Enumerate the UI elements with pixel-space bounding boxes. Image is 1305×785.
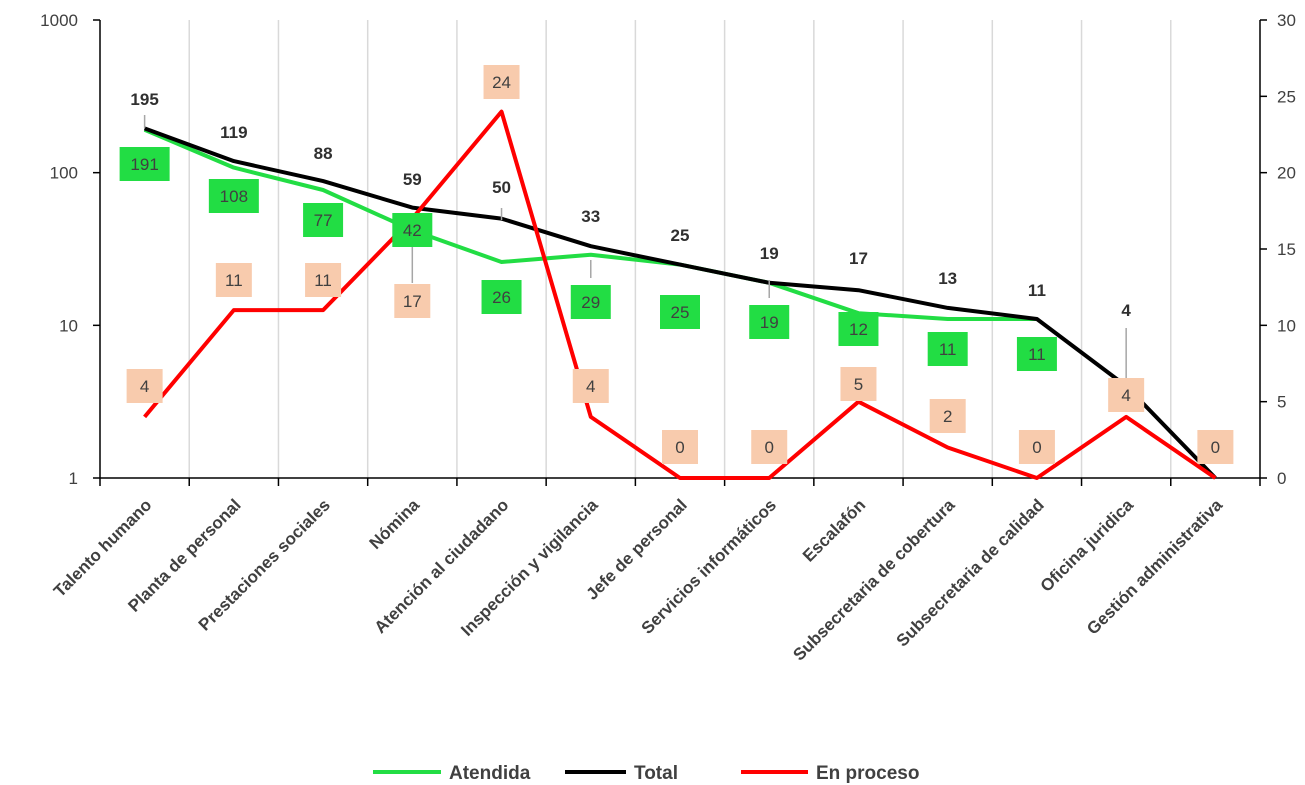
en-proceso-label: 4 (1121, 386, 1130, 405)
series-line-atendida (143, 127, 1037, 321)
en-proceso-label: 0 (1032, 438, 1041, 457)
en-proceso-label: 5 (854, 375, 863, 394)
y-right-tick-label: 5 (1277, 393, 1286, 412)
total-label: 59 (403, 170, 422, 189)
en-proceso-label-box (394, 284, 431, 318)
atendida-label-box (481, 280, 522, 314)
en-proceso-label: 0 (1211, 438, 1220, 457)
en-proceso-label-box (751, 430, 788, 464)
series-line-en-proceso (143, 109, 1217, 480)
atendida-label-box (392, 213, 433, 247)
atendida-label: 26 (492, 288, 511, 307)
atendida-label: 12 (849, 320, 868, 339)
en-proceso-label: 0 (675, 438, 684, 457)
total-label: 119 (220, 123, 247, 142)
en-proceso-label-box (1197, 430, 1234, 464)
total-label: 11 (1028, 281, 1046, 300)
en-proceso-label-box (483, 65, 520, 99)
atendida-label-box (927, 332, 968, 366)
en-proceso-label-box (572, 369, 609, 403)
total-label: 195 (130, 90, 158, 109)
total-label: 13 (938, 269, 957, 288)
en-proceso-label-box (305, 263, 342, 297)
en-proceso-label: 0 (764, 438, 773, 457)
total-label: 88 (314, 144, 333, 163)
en-proceso-label-box (1018, 430, 1055, 464)
series-lines (143, 109, 1217, 480)
y-right-tick-label: 30 (1277, 11, 1296, 30)
category-label: Escalafón (799, 495, 869, 565)
y-left-tick-label: 1000 (40, 11, 78, 30)
atendida-label: 25 (671, 303, 690, 322)
total-label: 17 (849, 249, 868, 268)
y-left-tick-label: 10 (59, 316, 78, 335)
y-right-tick-label: 25 (1277, 87, 1296, 106)
atendida-label-box (1016, 337, 1057, 371)
atendida-label: 77 (314, 211, 333, 230)
en-proceso-label: 17 (403, 292, 422, 311)
category-label: Talento humano (50, 495, 155, 600)
en-proceso-label-box (929, 399, 966, 433)
y-right-tick-label: 10 (1277, 316, 1296, 335)
y-left-tick-label: 100 (50, 164, 78, 183)
legend-atendida-label: Atendida (449, 763, 531, 784)
total-label: 19 (760, 244, 779, 263)
atendida-label-box (119, 147, 170, 181)
data-labels: 191 108 77 42 26 29 25 19 12 11 11 4 11 11 17 24 4 0 0 5 2 0 4… (119, 65, 1234, 464)
y-right-tick-label: 20 (1277, 164, 1296, 183)
y-right-tick-label: 15 (1277, 240, 1296, 259)
category-label: Nómina (366, 495, 424, 553)
atendida-label-box (303, 203, 344, 237)
atendida-label: 108 (220, 187, 248, 206)
legend: Atendida Total En proceso (373, 763, 919, 784)
en-proceso-label-box (215, 263, 252, 297)
en-proceso-label: 11 (314, 271, 332, 290)
en-proceso-label-box (840, 367, 877, 401)
atendida-label: 191 (130, 155, 158, 174)
legend-en-proceso-label: En proceso (816, 763, 919, 784)
category-label: Subsecretaria de cobertura (789, 495, 958, 664)
category-label: Subsecretaria de calidad (893, 495, 1048, 650)
total-label: 50 (492, 178, 511, 197)
en-proceso-label: 4 (586, 377, 595, 396)
en-proceso-label: 2 (943, 407, 952, 426)
en-proceso-label: 4 (140, 377, 149, 396)
atendida-label-box (208, 179, 259, 213)
category-label: Oficina juridica (1037, 495, 1138, 596)
atendida-label-box (838, 312, 879, 346)
atendida-label-box (660, 295, 700, 329)
atendida-label-box (749, 305, 790, 339)
atendida-label-box (570, 285, 611, 319)
atendida-label: 11 (1028, 345, 1046, 364)
total-label: 4 (1121, 301, 1131, 320)
atendida-label: 42 (403, 221, 422, 240)
en-proceso-label-box (662, 430, 698, 464)
en-proceso-label-box (126, 369, 163, 403)
series-line-total (143, 126, 1217, 480)
atendida-label: 11 (939, 340, 957, 359)
en-proceso-label: 24 (492, 73, 511, 92)
y-right-tick-label: 0 (1277, 469, 1286, 488)
total-label: 25 (671, 226, 690, 245)
atendida-label: 29 (581, 293, 600, 312)
legend-total-label: Total (634, 763, 678, 784)
en-proceso-label: 11 (225, 271, 243, 290)
grid (188, 20, 1172, 478)
total-label: 33 (581, 207, 600, 226)
atendida-label: 19 (760, 313, 779, 332)
en-proceso-label-box (1108, 378, 1145, 412)
y-left-tick-label: 1 (69, 469, 78, 488)
